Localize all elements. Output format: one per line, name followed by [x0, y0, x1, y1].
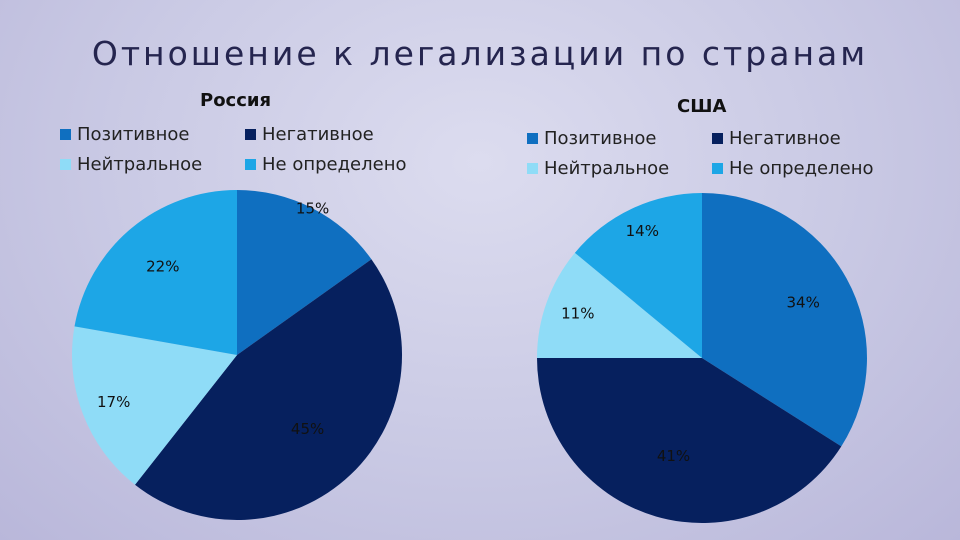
data-label-usa-undefined: 14%: [626, 222, 659, 240]
legend-swatch-undefined: [712, 163, 723, 174]
legend-label: Не определено: [729, 158, 874, 179]
legend-item-russia-positive: Позитивное: [60, 124, 189, 145]
legend-label: Нейтральное: [77, 154, 203, 175]
legend-label: Негативное: [729, 128, 841, 149]
legend-label: Негативное: [262, 124, 374, 145]
pie-slice-russia-neutral: [72, 326, 237, 485]
legend-swatch-positive: [60, 129, 71, 140]
chart-title-russia: Россия: [200, 90, 272, 111]
legend-swatch-negative: [245, 129, 256, 140]
legend-swatch-neutral: [60, 159, 71, 170]
legend-item-usa-positive: Позитивное: [527, 128, 656, 149]
pie-slice-usa-undefined: [574, 193, 702, 358]
legend-item-usa-neutral: Нейтральное: [527, 158, 669, 179]
pie-slice-usa-neutral: [537, 252, 702, 358]
data-label-usa-positive: 34%: [787, 293, 820, 311]
pie-slice-russia-undefined: [74, 190, 237, 355]
pie-slice-russia-positive: [237, 190, 372, 355]
legend-label: Не определено: [262, 154, 407, 175]
legend-item-usa-undefined: Не определено: [712, 158, 874, 179]
legend-item-usa-negative: Негативное: [712, 128, 841, 149]
legend-label: Нейтральное: [544, 158, 670, 179]
chart-title-usa: США: [677, 96, 727, 117]
legend-label: Позитивное: [544, 128, 657, 149]
page-title: Отношение к легализации по странам: [91, 34, 869, 73]
pie-slice-usa-negative: [537, 358, 842, 523]
data-label-usa-negative: 41%: [657, 447, 690, 465]
pie-slice-usa-positive: [702, 193, 867, 447]
legend-swatch-neutral: [527, 163, 538, 174]
legend-swatch-undefined: [245, 159, 256, 170]
data-label-usa-neutral: 11%: [561, 304, 594, 322]
pie-chart-usa: 34% 41% 11% 14%: [537, 193, 867, 523]
legend-item-russia-negative: Негативное: [245, 124, 374, 145]
data-label-russia-positive: 15%: [296, 199, 329, 217]
legend-swatch-negative: [712, 133, 723, 144]
legend-label: Позитивное: [77, 124, 190, 145]
pie-chart-russia: 15% 45% 17% 22%: [72, 190, 403, 521]
data-label-russia-neutral: 17%: [97, 393, 130, 411]
data-label-russia-undefined: 22%: [146, 258, 179, 276]
legend-item-russia-undefined: Не определено: [245, 154, 407, 175]
data-label-russia-negative: 45%: [291, 420, 324, 438]
legend-item-russia-neutral: Нейтральное: [60, 154, 202, 175]
legend-swatch-positive: [527, 133, 538, 144]
pie-slice-russia-negative: [135, 259, 403, 521]
